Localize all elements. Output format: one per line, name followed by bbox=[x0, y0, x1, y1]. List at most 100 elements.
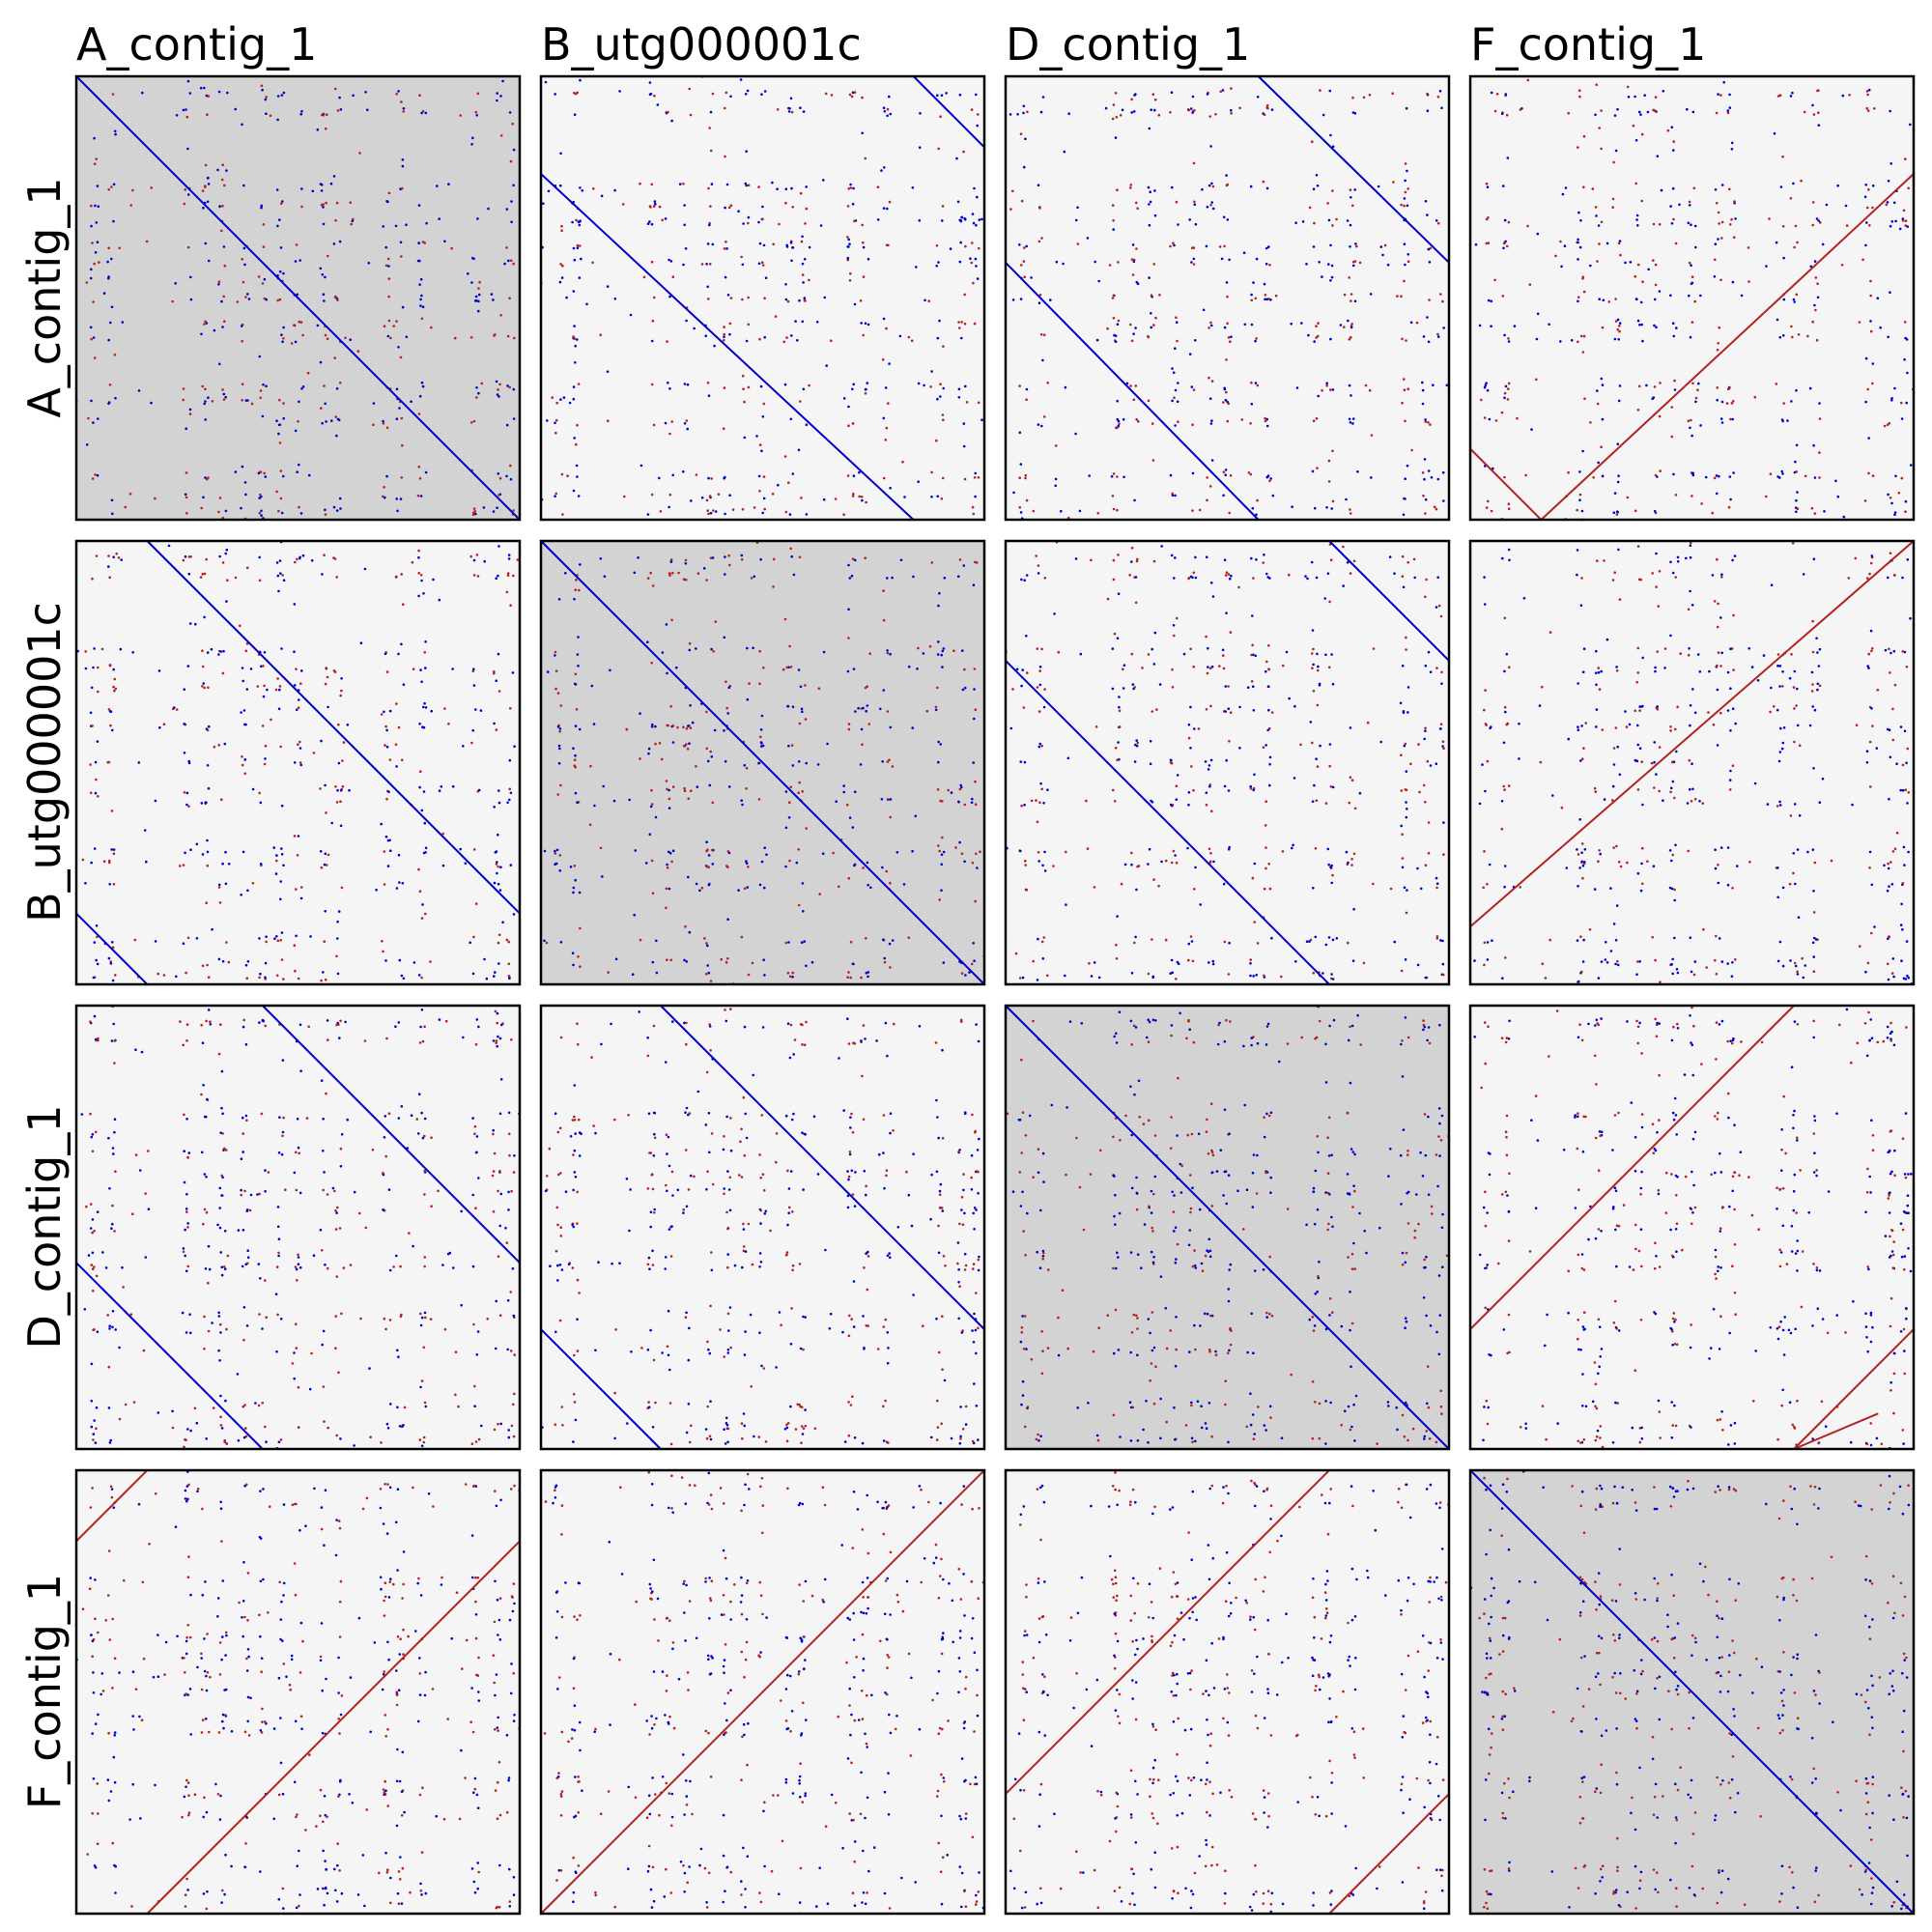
repeat-dot bbox=[336, 109, 340, 112]
repeat-dot bbox=[1811, 320, 1814, 324]
repeat-dot bbox=[849, 183, 852, 186]
repeat-dot bbox=[797, 791, 800, 794]
repeat-dot bbox=[1871, 382, 1874, 385]
repeat-dot bbox=[339, 694, 343, 697]
repeat-dot bbox=[1252, 788, 1255, 792]
repeat-dot bbox=[333, 1189, 336, 1193]
repeat-dot bbox=[1597, 670, 1601, 674]
repeat-dot bbox=[339, 108, 343, 111]
repeat-dot bbox=[1607, 300, 1611, 303]
repeat-dot bbox=[960, 336, 963, 340]
repeat-dot bbox=[561, 1424, 564, 1427]
repeat-dot bbox=[175, 708, 179, 711]
repeat-dot bbox=[258, 1021, 261, 1024]
repeat-dot bbox=[1421, 388, 1425, 392]
repeat-dot bbox=[1349, 336, 1352, 339]
repeat-dot bbox=[623, 495, 626, 498]
repeat-dot bbox=[560, 276, 564, 279]
repeat-dot bbox=[509, 864, 513, 867]
repeat-dot bbox=[864, 1037, 867, 1040]
repeat-dot bbox=[1254, 297, 1258, 300]
repeat-dot bbox=[220, 299, 223, 303]
repeat-dot bbox=[182, 864, 185, 867]
repeat-dot bbox=[1578, 245, 1582, 249]
repeat-dot bbox=[251, 882, 255, 885]
repeat-dot bbox=[507, 557, 511, 560]
repeat-dot bbox=[301, 385, 305, 388]
repeat-dot bbox=[1421, 471, 1425, 474]
repeat-dot bbox=[1251, 876, 1255, 880]
repeat-dot bbox=[295, 708, 298, 712]
repeat-dot bbox=[1424, 664, 1428, 668]
repeat-dot bbox=[497, 545, 500, 548]
repeat-dot bbox=[1675, 968, 1679, 971]
repeat-dot bbox=[499, 95, 502, 98]
repeat-dot bbox=[385, 474, 388, 478]
repeat-dot bbox=[1053, 612, 1056, 615]
repeat-dot bbox=[1868, 224, 1871, 227]
repeat-dot bbox=[1372, 647, 1376, 650]
repeat-dot bbox=[1214, 113, 1217, 116]
repeat-dot bbox=[747, 866, 750, 868]
repeat-dot bbox=[758, 443, 762, 446]
repeat-dot bbox=[263, 277, 267, 281]
repeat-dot bbox=[1869, 561, 1873, 565]
repeat-dots bbox=[80, 1005, 521, 1450]
repeat-dot bbox=[221, 1112, 224, 1116]
repeat-dot bbox=[1429, 246, 1433, 250]
repeat-dot bbox=[226, 1254, 230, 1258]
repeat-dot bbox=[1866, 665, 1869, 668]
repeat-dot bbox=[862, 1024, 866, 1027]
repeat-dot bbox=[1486, 388, 1490, 392]
repeat-dot bbox=[560, 1268, 564, 1271]
repeat-dot bbox=[822, 497, 826, 501]
repeat-dot bbox=[87, 1254, 91, 1257]
repeat-dot bbox=[940, 94, 944, 97]
repeat-dot bbox=[1811, 683, 1814, 686]
repeat-dot bbox=[724, 91, 728, 95]
repeat-dot bbox=[1265, 572, 1268, 576]
repeat-dot bbox=[1222, 667, 1226, 670]
repeat-dot bbox=[263, 684, 266, 688]
repeat-dot bbox=[652, 205, 656, 208]
repeat-dot bbox=[1226, 322, 1229, 326]
repeat-dot bbox=[1636, 319, 1640, 323]
repeat-dot bbox=[666, 866, 669, 869]
repeat-dot bbox=[1254, 382, 1258, 384]
repeat-dot bbox=[727, 206, 731, 210]
repeat-dot bbox=[1190, 261, 1193, 264]
repeat-dot bbox=[1596, 559, 1599, 562]
repeat-dot bbox=[974, 899, 977, 903]
repeat-dot bbox=[205, 901, 208, 904]
repeat-dot bbox=[1636, 724, 1639, 727]
repeat-dot bbox=[510, 1424, 514, 1428]
repeat-dot bbox=[569, 1135, 573, 1138]
repeat-dot bbox=[1421, 402, 1425, 406]
repeat-dot bbox=[1597, 461, 1600, 465]
repeat-dot bbox=[1024, 473, 1028, 477]
repeat-dot bbox=[723, 247, 726, 250]
repeat-dot bbox=[764, 1209, 768, 1213]
repeat-dot bbox=[1769, 710, 1772, 714]
repeat-dot bbox=[740, 554, 744, 557]
repeat-dot bbox=[1653, 385, 1657, 388]
repeat-dot bbox=[1729, 729, 1732, 732]
repeat-dot bbox=[1170, 958, 1174, 962]
repeat-dot bbox=[223, 320, 226, 324]
repeat-dot bbox=[838, 885, 840, 889]
repeat-dot bbox=[1023, 803, 1026, 807]
repeat-dot bbox=[1067, 112, 1070, 115]
repeat-dot bbox=[964, 244, 967, 248]
repeat-dot bbox=[1319, 89, 1321, 92]
repeat-dot bbox=[429, 960, 432, 963]
repeat-dot bbox=[1614, 298, 1617, 300]
repeat-dot bbox=[1789, 95, 1793, 98]
repeat-dot bbox=[925, 709, 929, 713]
repeat-dot bbox=[1263, 554, 1265, 556]
repeat-dot bbox=[157, 669, 161, 672]
repeat-dot bbox=[280, 94, 284, 97]
repeat-dot bbox=[1149, 740, 1152, 743]
repeat-dot bbox=[1675, 327, 1678, 329]
repeat-dot bbox=[1331, 785, 1335, 789]
repeat-dot bbox=[1507, 340, 1511, 343]
